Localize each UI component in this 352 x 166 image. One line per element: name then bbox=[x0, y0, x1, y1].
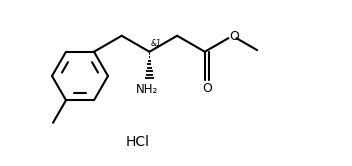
Text: O: O bbox=[202, 82, 212, 95]
Text: HCl: HCl bbox=[126, 135, 150, 149]
Text: O: O bbox=[230, 30, 239, 43]
Text: &1: &1 bbox=[150, 39, 161, 48]
Text: NH₂: NH₂ bbox=[136, 83, 158, 96]
